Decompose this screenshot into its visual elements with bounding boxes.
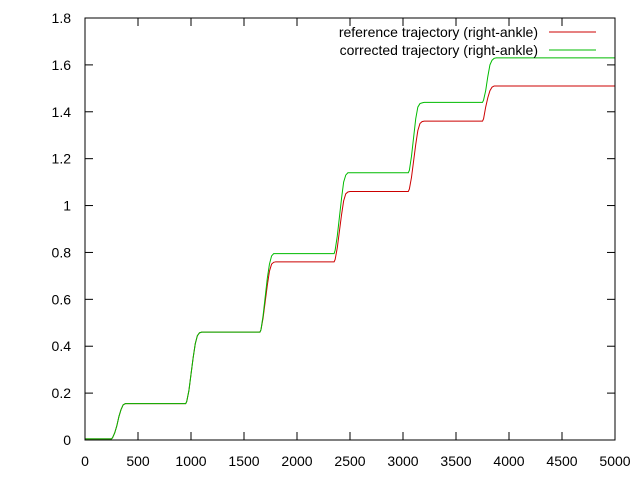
series-layer xyxy=(85,57,615,440)
y-tick-label: 0.4 xyxy=(52,338,72,354)
x-tick-label: 3000 xyxy=(387,453,418,469)
x-tick-label: 4000 xyxy=(493,453,524,469)
x-tick-label: 5000 xyxy=(599,453,630,469)
y-tick-label: 0.2 xyxy=(52,385,72,401)
x-tick-label: 4500 xyxy=(546,453,577,469)
axis-ticks xyxy=(84,17,616,441)
y-tick-label: 1.2 xyxy=(52,151,72,167)
y-tick-label: 0 xyxy=(63,432,71,448)
y-tick-label: 1.4 xyxy=(52,104,72,120)
y-tick-label: 0.8 xyxy=(52,244,72,260)
y-tick-label: 1.8 xyxy=(52,10,72,26)
x-tick-label: 1500 xyxy=(228,453,259,469)
x-tick-label: 3500 xyxy=(440,453,471,469)
y-tick-label: 0.6 xyxy=(52,291,72,307)
x-tick-label: 2000 xyxy=(281,453,312,469)
series-line-corrected xyxy=(85,57,615,440)
x-tick-label: 2500 xyxy=(334,453,365,469)
legend-label: reference trajectory (right-ankle) xyxy=(339,24,538,40)
legend-label: corrected trajectory (right-ankle) xyxy=(340,42,538,58)
x-tick-label: 500 xyxy=(126,453,150,469)
x-tick-label: 0 xyxy=(81,453,89,469)
x-tick-label: 1000 xyxy=(175,453,206,469)
y-axis-tick-labels: 0 0.2 0.4 0.6 0.8 1 1.2 1.4 1.6 1.8 xyxy=(52,10,72,448)
y-tick-label: 1.6 xyxy=(52,57,72,73)
legend: reference trajectory (right-ankle) correc… xyxy=(339,24,596,58)
y-tick-label: 1 xyxy=(63,198,71,214)
x-axis-tick-labels: 0 500 1000 1500 2000 2500 3000 3500 4000 4500 5000 xyxy=(81,453,631,469)
